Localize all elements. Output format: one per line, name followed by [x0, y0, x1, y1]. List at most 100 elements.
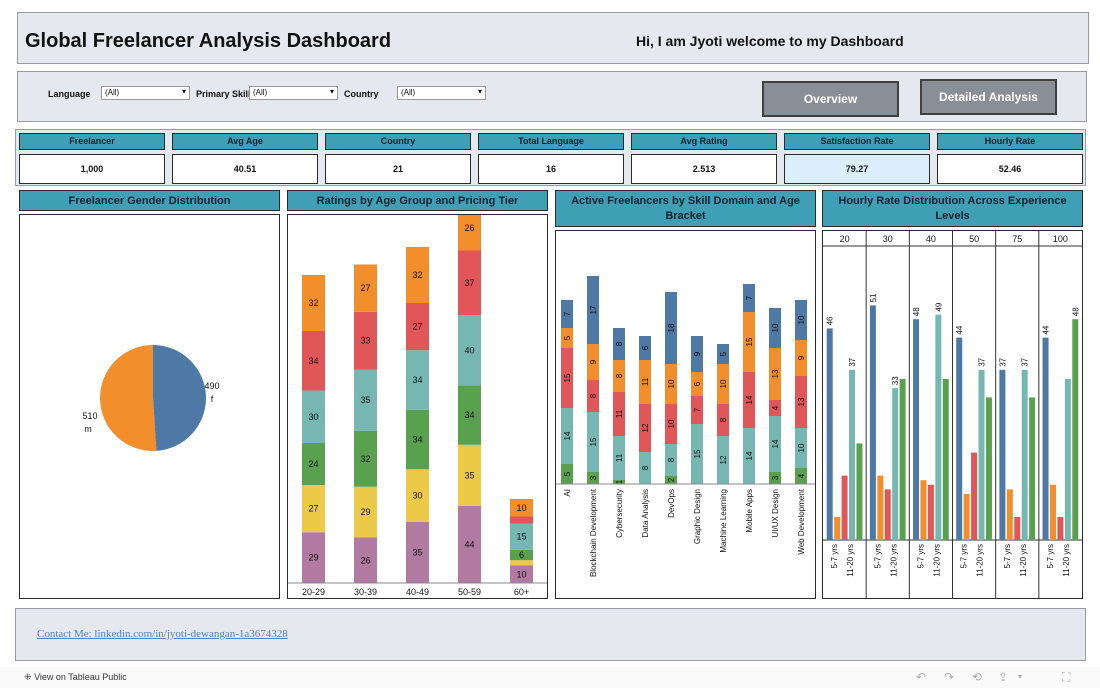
- gender-panel-title: Freelancer Gender Distribution: [19, 190, 280, 211]
- primary-skill-dropdown[interactable]: (All) ▾: [249, 86, 338, 100]
- skill-data-label: 3: [771, 475, 780, 480]
- hourly-x-tick-label: 11-20 yrs: [889, 544, 898, 577]
- undo-icon[interactable]: ↶: [916, 670, 927, 684]
- rating-data-label: 40: [464, 345, 474, 355]
- skill-x-tick-label: Web Development: [797, 488, 806, 554]
- skill-data-label: 12: [641, 423, 650, 432]
- kpi-value: 2.513: [631, 154, 777, 184]
- language-dropdown[interactable]: (All) ▾: [101, 86, 190, 100]
- group-header-label: 20: [840, 234, 850, 244]
- rating-bar-segment: [458, 506, 481, 583]
- page-title: Global Freelancer Analysis Dashboard: [25, 30, 392, 52]
- kpi-value: 21: [325, 154, 471, 184]
- share-icon[interactable]: ⇪: [998, 670, 1009, 684]
- hourly-bar: [1014, 517, 1021, 540]
- hourly-bar: [841, 475, 848, 540]
- fullscreen-icon[interactable]: ⛶: [1062, 670, 1071, 684]
- rating-x-tick-label: 20-29: [302, 587, 325, 597]
- skill-data-label: 9: [589, 359, 598, 364]
- country-dropdown-value: (All): [401, 88, 416, 97]
- hourly-data-label: 37: [1021, 357, 1030, 366]
- skill-bar-segment: [613, 328, 625, 360]
- hourly-x-tick-label: 11-20 yrs: [1062, 544, 1071, 577]
- rating-bar-segment: [406, 350, 429, 410]
- hourly-data-label: 48: [1071, 307, 1080, 316]
- skill-data-label: 14: [745, 451, 754, 460]
- pie-slice: [100, 345, 157, 451]
- contact-link[interactable]: Contact Me: linkedin.com/in/jyoti-dewang…: [37, 628, 288, 640]
- rating-data-label: 29: [308, 553, 318, 563]
- rating-x-tick-label: 30-39: [354, 587, 377, 597]
- ratings-stacked-chart: 29 27 24 30 34 32 20-29 26 29 32 35 33 27 30-39 35 30 34…: [287, 214, 548, 599]
- hourly-data-label: 37: [848, 357, 857, 366]
- view-on-tableau-link[interactable]: ⁜ View on Tableau Public: [24, 672, 127, 683]
- hourly-bar: [1021, 369, 1028, 540]
- detailed-analysis-button[interactable]: Detailed Analysis: [920, 79, 1057, 115]
- skill-bar-segment: [691, 336, 703, 372]
- overview-button[interactable]: Overview: [762, 81, 899, 117]
- skill-bar-segment: [639, 404, 651, 452]
- chevron-down-icon: ▾: [477, 87, 482, 96]
- hourly-bar: [1057, 517, 1064, 540]
- skill-data-label: 10: [667, 419, 676, 428]
- country-dropdown[interactable]: (All) ▾: [397, 86, 486, 100]
- skill-data-label: 18: [667, 323, 676, 332]
- skill-bar-segment: [665, 292, 677, 364]
- skill-data-label: 5: [563, 471, 572, 476]
- skill-x-tick-label: Data Analysis: [641, 489, 650, 537]
- chevron-down-icon: ▾: [181, 87, 186, 96]
- rating-data-label: 27: [412, 322, 422, 332]
- rating-data-label: 26: [360, 555, 370, 565]
- hourly-x-tick-label: 5-7 yrs: [873, 544, 882, 568]
- hourly-bar: [1064, 379, 1071, 540]
- hourly-bar: [892, 388, 899, 540]
- rating-data-label: 30: [412, 491, 422, 501]
- skill-x-tick-label: Cybersecurity: [615, 489, 624, 538]
- skill-data-label: 9: [797, 355, 806, 360]
- skill-bar-segment: [743, 312, 755, 372]
- rating-x-tick-label: 60+: [514, 587, 529, 597]
- hourly-bar: [1072, 319, 1079, 540]
- rating-data-label: 32: [412, 270, 422, 280]
- hourly-bar: [856, 443, 863, 540]
- kpi-label: Total Language: [478, 133, 624, 150]
- rating-bar-segment: [302, 390, 325, 443]
- skill-bar-segment: [639, 360, 651, 404]
- kpi-label: Avg Rating: [631, 133, 777, 150]
- skill-data-label: 7: [693, 407, 702, 412]
- rating-bar-segment: [510, 499, 533, 517]
- rating-x-tick-label: 50-59: [458, 587, 481, 597]
- skill-x-tick-label: DevOps: [667, 489, 676, 518]
- filter-label-primary-skill: Primary Skill: [196, 89, 251, 99]
- rating-bar-segment: [510, 560, 533, 566]
- hourly-data-label: 37: [978, 357, 987, 366]
- tableau-toolbar: ⁜ View on Tableau Public ↶ ↷ ⟲ ⇪ ▾ ⛶: [0, 667, 1100, 688]
- primary-skill-dropdown-value: (All): [253, 88, 268, 97]
- skill-x-tick-label: Blockchain Development: [589, 488, 598, 577]
- skill-data-label: 4: [771, 405, 780, 410]
- kpi-label: Avg Age: [172, 133, 318, 150]
- redo-icon[interactable]: ↷: [944, 670, 955, 684]
- rating-bar-segment: [458, 250, 481, 316]
- filter-label-country: Country: [344, 89, 379, 99]
- hourly-x-tick-label: 5-7 yrs: [1003, 544, 1012, 568]
- hourly-data-label: 51: [869, 293, 878, 302]
- hourly-bar: [913, 319, 920, 540]
- skill-data-label: 14: [745, 395, 754, 404]
- revert-icon[interactable]: ⟲: [972, 670, 983, 684]
- skill-bar-segment: [691, 424, 703, 484]
- hourly-bar: [1006, 489, 1013, 540]
- rating-bar-segment: [458, 444, 481, 506]
- footer-banner: Contact Me: linkedin.com/in/jyoti-dewang…: [15, 608, 1086, 661]
- rating-bar-segment: [458, 385, 481, 445]
- hourly-x-tick-label: 5-7 yrs: [917, 544, 926, 568]
- skill-bar-segment: [561, 464, 573, 484]
- skill-data-label: 10: [797, 315, 806, 324]
- skill-bar-segment: [717, 436, 729, 484]
- hourly-data-label: 33: [891, 376, 900, 385]
- skill-data-label: 7: [563, 311, 572, 316]
- chevron-down-icon[interactable]: ▾: [1018, 672, 1023, 681]
- hourly-bar: [1029, 397, 1036, 540]
- group-header-label: 30: [883, 234, 893, 244]
- hourly-bar: [978, 369, 985, 540]
